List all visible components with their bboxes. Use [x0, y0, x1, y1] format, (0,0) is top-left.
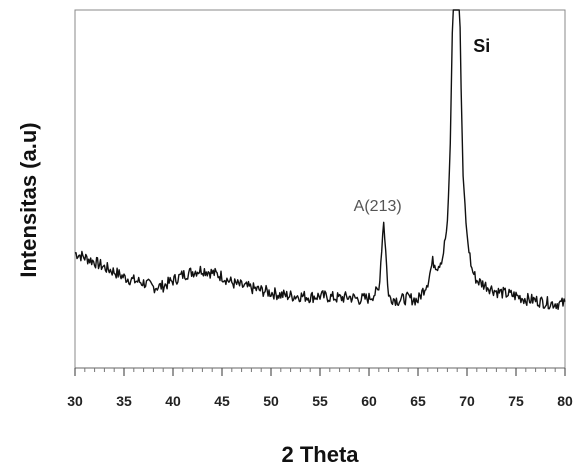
x-tick-label: 70: [459, 393, 475, 409]
annotation-a213: A(213): [354, 198, 402, 215]
x-tick-label: 75: [508, 393, 524, 409]
x-tick-label: 50: [263, 393, 279, 409]
x-tick-label: 65: [410, 393, 426, 409]
plot-area: 30 35 40 45 50 55 60 65 70 75 80: [67, 9, 573, 409]
x-tick-label: 45: [214, 393, 230, 409]
series-line: [74, 9, 566, 310]
x-tick-label: 40: [165, 393, 181, 409]
x-tick-label: 60: [361, 393, 377, 409]
x-tick-label: 35: [116, 393, 132, 409]
x-tick-label: 55: [312, 393, 328, 409]
annotation-si: Si: [473, 36, 490, 56]
x-tick-labels: 30 35 40 45 50 55 60 65 70 75 80: [67, 393, 573, 409]
x-tick-label: 80: [557, 393, 573, 409]
y-axis-title: Intensitas (a.u): [16, 122, 41, 277]
x-major-ticks: [74, 368, 566, 376]
plot-frame: [74, 9, 566, 369]
x-tick-label: 30: [67, 393, 83, 409]
x-axis-title: 2 Theta: [281, 442, 359, 467]
